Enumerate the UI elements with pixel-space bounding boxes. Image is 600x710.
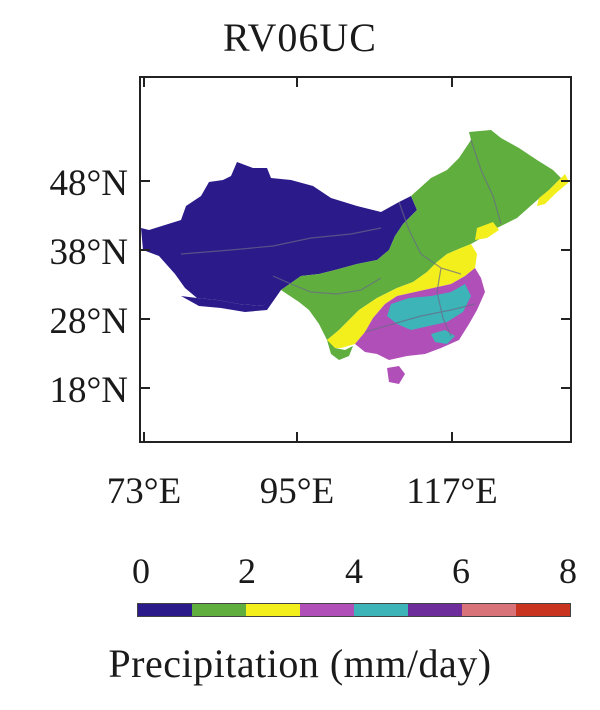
region-0-1-sw [181,290,281,312]
colorbar-segment-6 [462,604,516,616]
region-2-3-gulf [475,222,499,240]
precipitation-map [141,130,569,384]
colorbar-segment-3 [300,604,354,616]
map-title: RV06UC [223,15,377,60]
region-1-2 [281,130,561,340]
lat-tick-48-r [561,180,570,182]
province-boundaries [180,139,502,337]
region-4-5 [387,284,471,330]
lat-tick-18-r [561,387,570,389]
lon-label-117: 117°E [406,471,498,512]
region-2-3-ne [537,174,569,206]
lat-tick-48 [141,180,150,182]
region-4-5-b [431,330,455,344]
colorbar [137,603,571,617]
lon-label-73: 73°E [106,471,182,512]
colorbar-segment-0 [138,604,192,616]
colorbar-segment-1 [192,604,246,616]
lon-tick-95 [296,432,298,441]
colorbar-tick-0: 0 [132,551,150,591]
lat-tick-28 [141,318,150,320]
lon-tick-73-t [143,78,145,87]
map-frame [139,76,572,443]
region-2-3 [327,244,477,348]
lat-tick-38 [141,249,150,251]
lat-label-38: 38°N [49,232,128,273]
lat-label-28: 28°N [49,301,128,342]
colorbar-segment-7 [516,604,570,616]
lat-tick-38-r [561,249,570,251]
lat-label-48: 48°N [49,163,128,204]
lat-label-18: 18°N [49,370,128,411]
colorbar-tick-8: 8 [559,551,577,591]
lat-tick-18 [141,387,150,389]
region-0-1 [141,162,417,306]
lon-tick-117-t [451,78,453,87]
colorbar-tick-4: 4 [345,551,363,591]
region-1-2-hainan [387,366,405,384]
region-1-2-south [327,340,353,360]
lat-tick-28-r [561,318,570,320]
colorbar-tick-6: 6 [452,551,470,591]
colorbar-tick-2: 2 [238,551,256,591]
lon-tick-117 [451,432,453,441]
colorbar-segment-5 [408,604,462,616]
colorbar-label: Precipitation (mm/day) [108,641,492,686]
colorbar-segment-4 [354,604,408,616]
colorbar-segment-2 [246,604,300,616]
lon-tick-95-t [296,78,298,87]
lon-tick-73 [143,432,145,441]
lon-label-95: 95°E [259,471,335,512]
